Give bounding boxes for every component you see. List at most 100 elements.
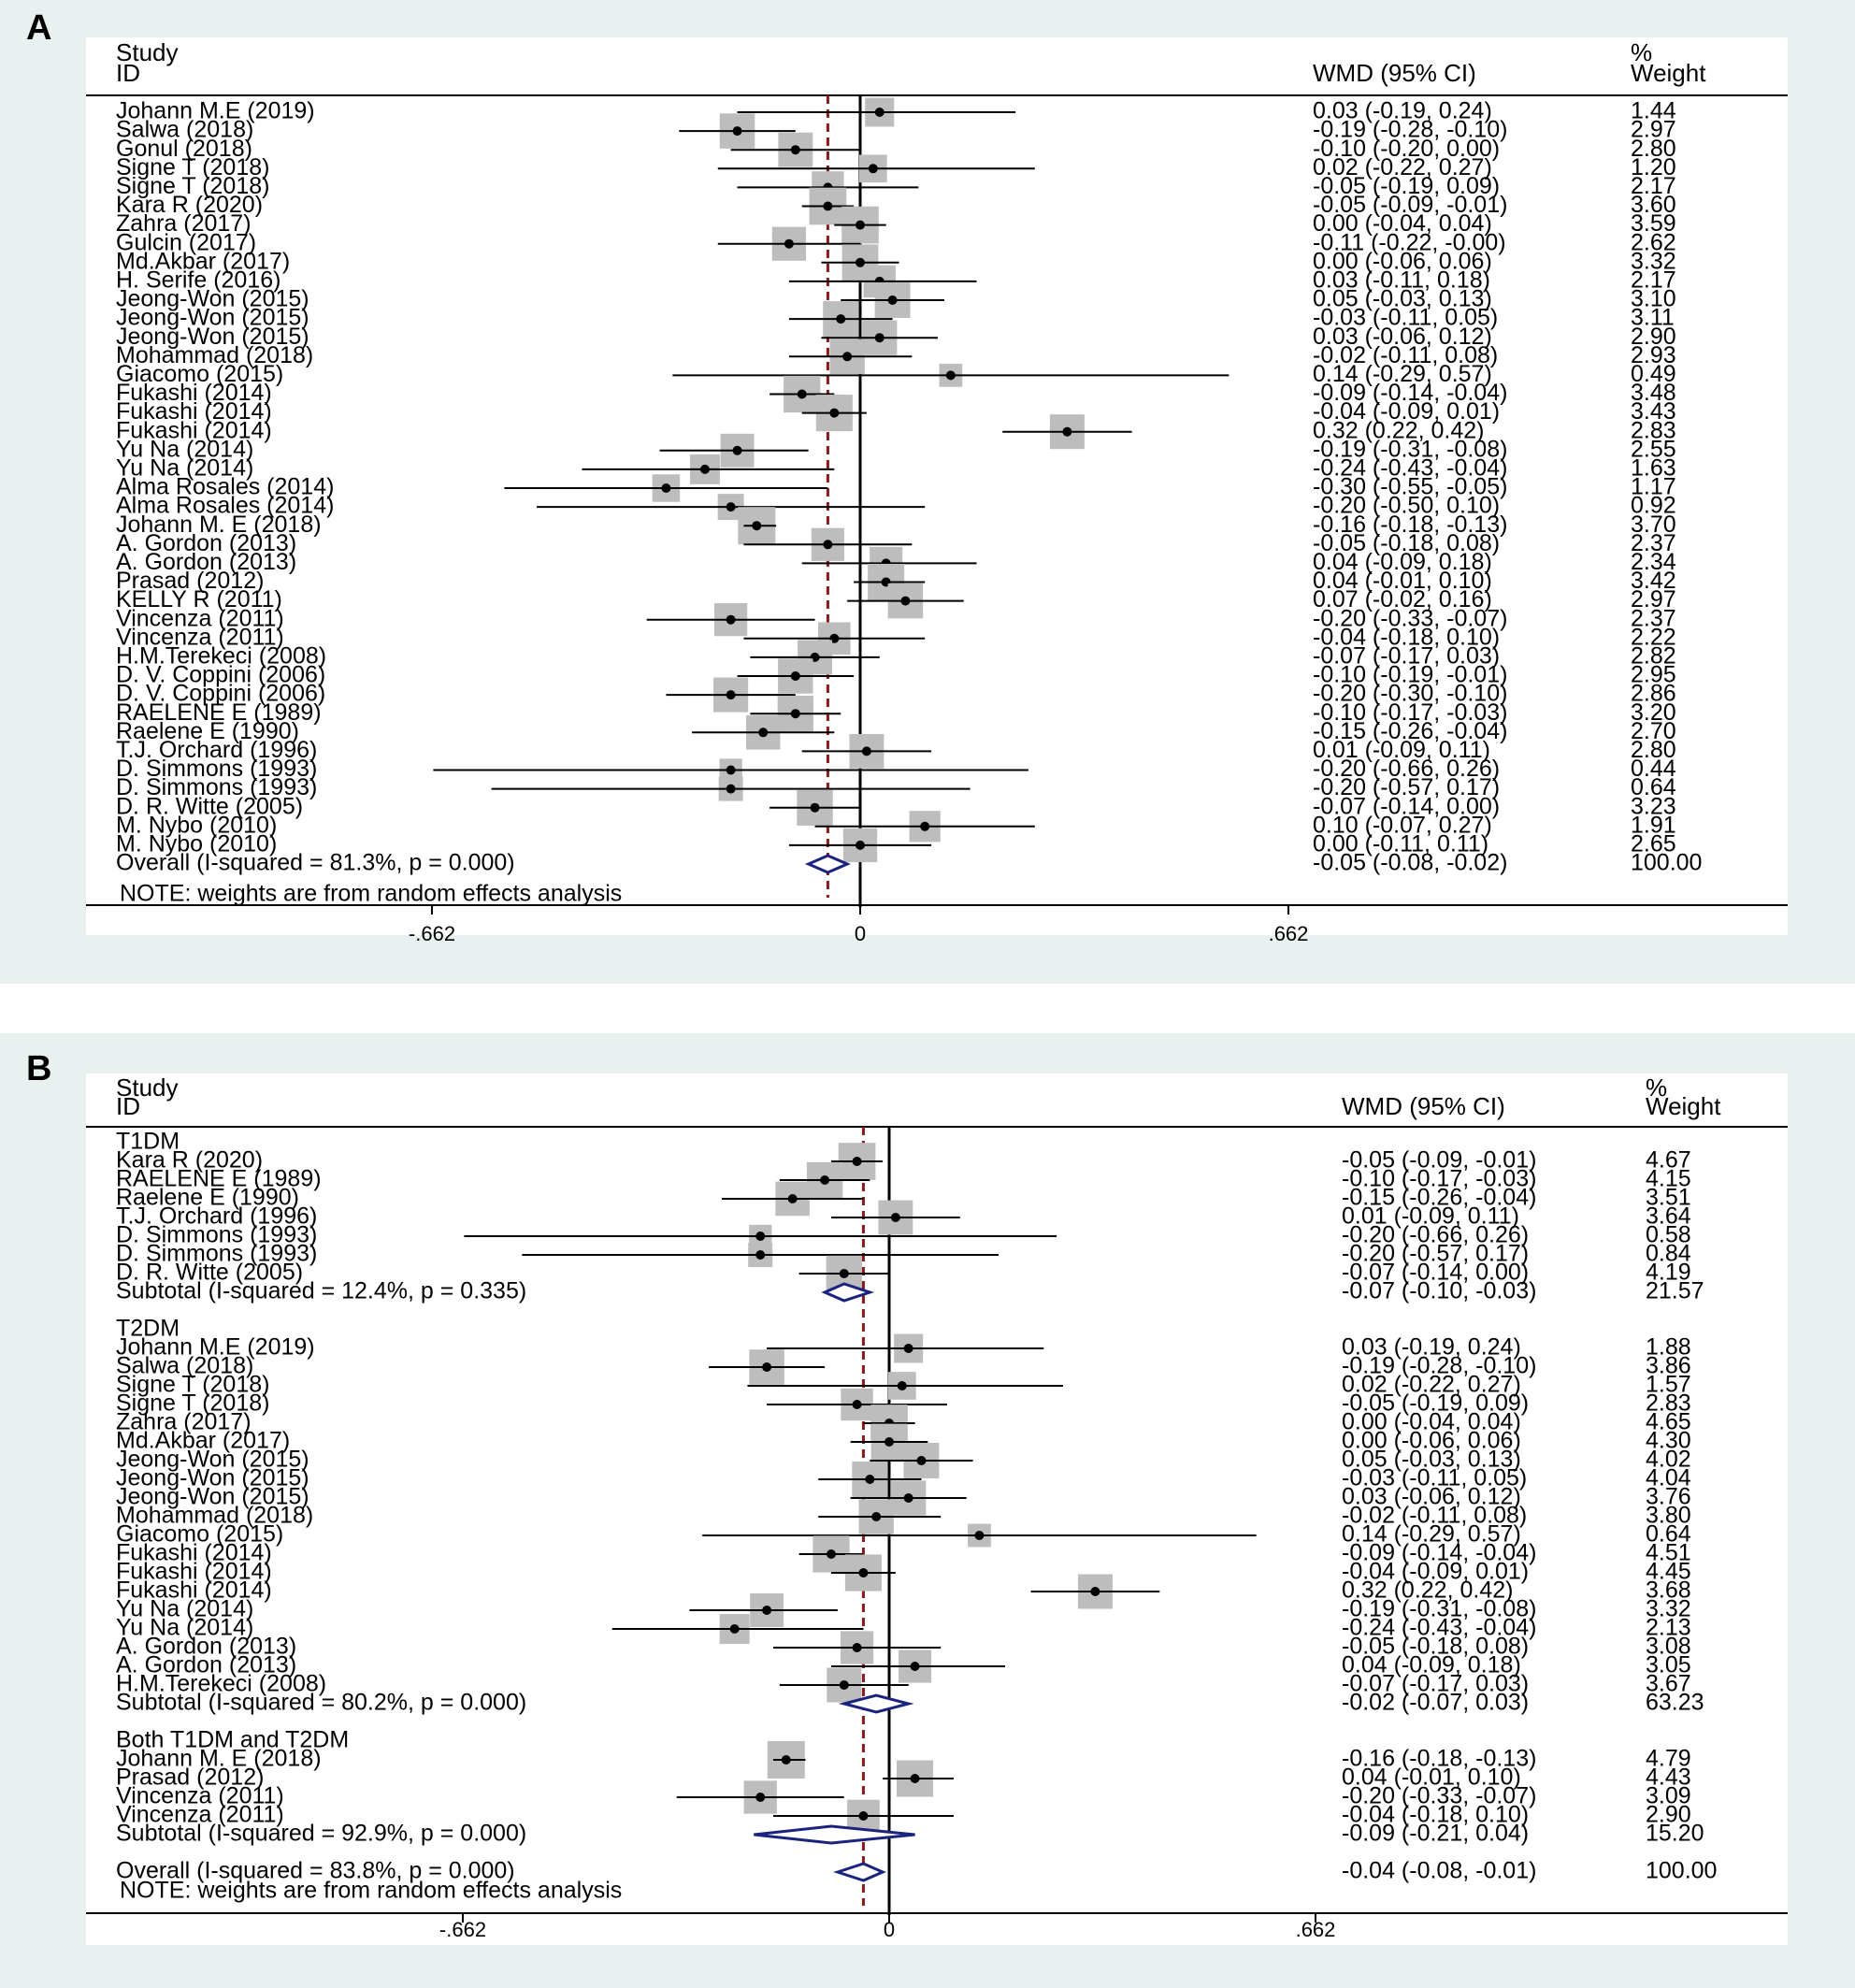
effect-estimate-text: -0.07 (-0.14, 0.00) <box>1342 1260 1529 1286</box>
weight-text: 3.09 <box>1646 1783 1691 1809</box>
point-estimate <box>820 1175 830 1185</box>
weight-text: 2.13 <box>1646 1615 1691 1641</box>
study-label: Salwa (2018) <box>116 117 253 143</box>
effect-estimate-text: -0.19 (-0.31, -0.08) <box>1313 436 1507 462</box>
weight-percent-header: % <box>1646 1073 1667 1102</box>
effect-estimate-text: -0.19 (-0.31, -0.08) <box>1342 1596 1536 1622</box>
effect-estimate-text: -0.02 (-0.11, 0.08) <box>1342 1503 1527 1529</box>
effect-estimate-text: -0.05 (-0.08, -0.02) <box>1313 850 1507 876</box>
study-label: Johann M.E (2019) <box>116 98 315 124</box>
effect-estimate-text: 0.02 (-0.22, 0.27) <box>1342 1372 1521 1398</box>
point-estimate <box>856 257 865 267</box>
weight-text: 2.90 <box>1631 324 1676 350</box>
study-label: T.J. Orchard (1996) <box>116 1203 317 1230</box>
overall-label: Overall (I-squared = 83.8%, p = 0.000) <box>116 1858 515 1884</box>
point-estimate <box>852 1643 862 1652</box>
x-tick-label: 0 <box>855 922 866 945</box>
effect-estimate-text: -0.20 (-0.66, 0.26) <box>1313 756 1500 782</box>
point-estimate <box>865 1475 875 1484</box>
point-estimate <box>868 164 878 174</box>
random-effects-note: NOTE: weights are from random effects an… <box>120 1878 622 1904</box>
effect-estimate-text: 0.05 (-0.03, 0.13) <box>1313 286 1492 312</box>
point-estimate <box>823 540 833 550</box>
weight-text: 2.22 <box>1631 624 1676 650</box>
study-label: H.M.Terekeci (2008) <box>116 1671 326 1697</box>
study-label: Giacomo (2015) <box>116 361 283 387</box>
weight-text: 4.65 <box>1646 1409 1691 1435</box>
weight-text: 0.44 <box>1631 756 1676 782</box>
effect-estimate-text: -0.20 (-0.33, -0.07) <box>1342 1783 1536 1809</box>
weight-text: 2.37 <box>1631 530 1676 556</box>
point-estimate <box>858 1811 869 1821</box>
study-label: Kara R (2020) <box>116 192 263 218</box>
effect-estimate-text: 0.00 (-0.06, 0.06) <box>1342 1428 1521 1454</box>
effect-estimate-text: 0.03 (-0.11, 0.18) <box>1313 267 1490 294</box>
weight-text: 4.67 <box>1646 1147 1691 1174</box>
study-label: Prasad (2012) <box>116 568 264 594</box>
panel-label: B <box>26 1049 51 1088</box>
effect-estimate-text: 0.14 (-0.29, 0.57) <box>1313 361 1492 387</box>
weight-text: 2.93 <box>1631 342 1676 368</box>
point-estimate <box>897 1381 907 1390</box>
effect-estimate-text: -0.09 (-0.14, -0.04) <box>1313 380 1507 406</box>
weight-text: 0.84 <box>1646 1241 1691 1267</box>
study-label: KELLY R (2011) <box>116 586 282 612</box>
subgroup-label: Both T1DM and T2DM <box>116 1727 349 1753</box>
weight-text: 0.64 <box>1646 1521 1691 1548</box>
weight-text: 1.17 <box>1631 474 1676 500</box>
study-label: M. Nybo (2010) <box>116 831 277 857</box>
point-estimate <box>861 746 871 756</box>
weight-text: 0.92 <box>1631 493 1676 519</box>
weight-text: 3.60 <box>1631 192 1676 218</box>
random-effects-note: NOTE: weights are from random effects an… <box>120 881 622 907</box>
overall-diamond <box>833 1862 886 1882</box>
effect-estimate-text: 0.02 (-0.22, 0.27) <box>1313 154 1492 180</box>
point-estimate <box>874 333 884 343</box>
effect-estimate-text: 0.04 (-0.09, 0.18) <box>1342 1652 1521 1678</box>
study-label: Signe T (2018) <box>116 173 269 199</box>
point-estimate <box>836 314 846 324</box>
weight-text: 2.82 <box>1631 643 1676 670</box>
point-estimate <box>823 201 833 211</box>
study-label: Vincenza (2011) <box>116 624 284 650</box>
weight-text: 2.55 <box>1631 436 1676 462</box>
weight-text: 2.62 <box>1631 229 1676 255</box>
point-estimate <box>781 1755 791 1765</box>
weight-text: 0.58 <box>1646 1222 1691 1248</box>
effect-estimate-text: -0.05 (-0.18, 0.08) <box>1342 1634 1529 1660</box>
study-label: Raelene E (1990) <box>116 1185 299 1211</box>
point-estimate <box>900 596 911 606</box>
study-label: Fukashi (2014) <box>116 1540 272 1566</box>
study-label: H. Serife (2016) <box>116 267 280 294</box>
weight-text: 3.23 <box>1631 793 1676 819</box>
point-estimate <box>1090 1587 1100 1596</box>
weight-text: 2.65 <box>1631 831 1676 857</box>
point-estimate <box>945 370 956 381</box>
effect-estimate-text: -0.03 (-0.11, 0.05) <box>1313 305 1498 331</box>
weight-text: 1.63 <box>1631 455 1676 482</box>
id-header: ID <box>116 59 140 87</box>
point-estimate <box>790 671 800 681</box>
study-label: Fukashi (2014) <box>116 1577 272 1604</box>
weight-text: 3.70 <box>1631 511 1676 538</box>
weight-text: 4.30 <box>1646 1428 1691 1454</box>
effect-estimate-text: 0.00 (-0.06, 0.06) <box>1313 248 1492 274</box>
study-label: Yu Na (2014) <box>116 1615 253 1641</box>
point-estimate <box>752 521 762 531</box>
study-label: Johann M. E (2018) <box>116 1746 322 1772</box>
weight-text: 21.57 <box>1646 1278 1704 1304</box>
weight-text: 1.20 <box>1631 154 1676 180</box>
effect-estimate-text: -0.04 (-0.18, 0.10) <box>1313 624 1500 650</box>
study-label: D. V. Coppini (2006) <box>116 681 325 707</box>
effect-estimate-text: -0.02 (-0.07, 0.03) <box>1342 1690 1529 1716</box>
x-tick-label: 0 <box>884 1918 895 1941</box>
effect-estimate-text: -0.16 (-0.18, -0.13) <box>1342 1746 1536 1772</box>
study-label: D. R. Witte (2005) <box>116 1260 303 1286</box>
point-estimate <box>810 802 820 813</box>
point-estimate <box>726 765 736 775</box>
point-estimate <box>852 1157 862 1166</box>
study-label: Alma Rosales (2014) <box>116 493 334 519</box>
x-tick-label: .662 <box>1269 922 1309 945</box>
weight-text: 2.80 <box>1631 136 1676 162</box>
study-label: Jeong-Won (2015) <box>116 1484 309 1510</box>
